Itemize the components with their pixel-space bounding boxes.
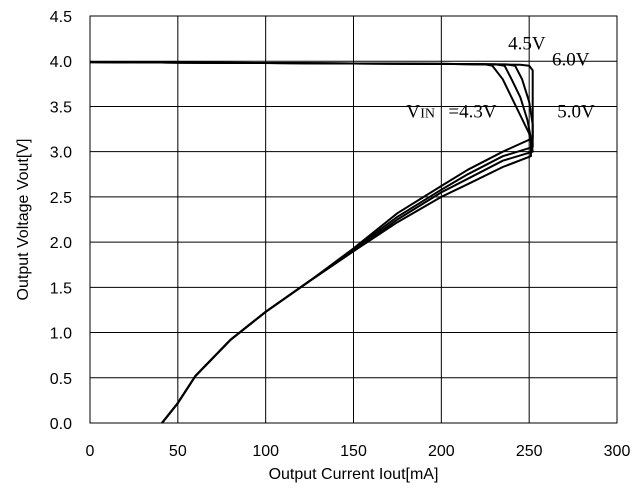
x-tick-label: 150 bbox=[340, 443, 367, 460]
annotation-label: =4.3V bbox=[448, 101, 496, 122]
plot-frame bbox=[89, 15, 618, 424]
y-tick-label: 0.0 bbox=[50, 416, 72, 433]
x-tick-label: 200 bbox=[428, 443, 455, 460]
grid bbox=[90, 16, 617, 423]
annotation-label: IN bbox=[420, 106, 435, 121]
series-group bbox=[89, 61, 534, 424]
y-tick-label: 4.5 bbox=[50, 9, 72, 26]
y-tick-label: 1.0 bbox=[50, 326, 72, 343]
y-tick-label: 4.0 bbox=[50, 54, 72, 71]
x-tick-label: 50 bbox=[169, 443, 187, 460]
y-tick-label: 2.5 bbox=[50, 190, 72, 207]
y-tick-label: 0.5 bbox=[50, 371, 72, 388]
x-tick-label: 300 bbox=[604, 443, 631, 460]
annotation-label: V bbox=[406, 101, 420, 122]
annotation-label: 6.0V bbox=[552, 50, 590, 71]
x-tick-label: 100 bbox=[252, 443, 279, 460]
annotation-label: 5.0V bbox=[557, 101, 595, 122]
y-tick-label: 3.0 bbox=[50, 145, 72, 162]
series-line-4 bbox=[89, 61, 534, 424]
y-tick-label: 1.5 bbox=[50, 280, 72, 297]
y-tick-label: 2.0 bbox=[50, 235, 72, 252]
x-tick-labels: 0 50 100 150 200 250 300 bbox=[86, 443, 631, 460]
annotation-label: 4.5V bbox=[508, 33, 546, 54]
y-tick-labels: 0.0 0.5 1.0 1.5 2.0 2.5 3.0 3.5 4.0 4.5 bbox=[50, 9, 72, 433]
y-axis-label: Output Voltage Vout[V] bbox=[15, 139, 32, 301]
x-tick-label: 0 bbox=[86, 443, 95, 460]
x-axis-label: Output Current Iout[mA] bbox=[269, 466, 439, 483]
annotations: 4.5V 6.0V V IN =4.3V 5.0V bbox=[406, 33, 595, 122]
x-tick-label: 250 bbox=[516, 443, 543, 460]
y-tick-label: 3.5 bbox=[50, 99, 72, 116]
